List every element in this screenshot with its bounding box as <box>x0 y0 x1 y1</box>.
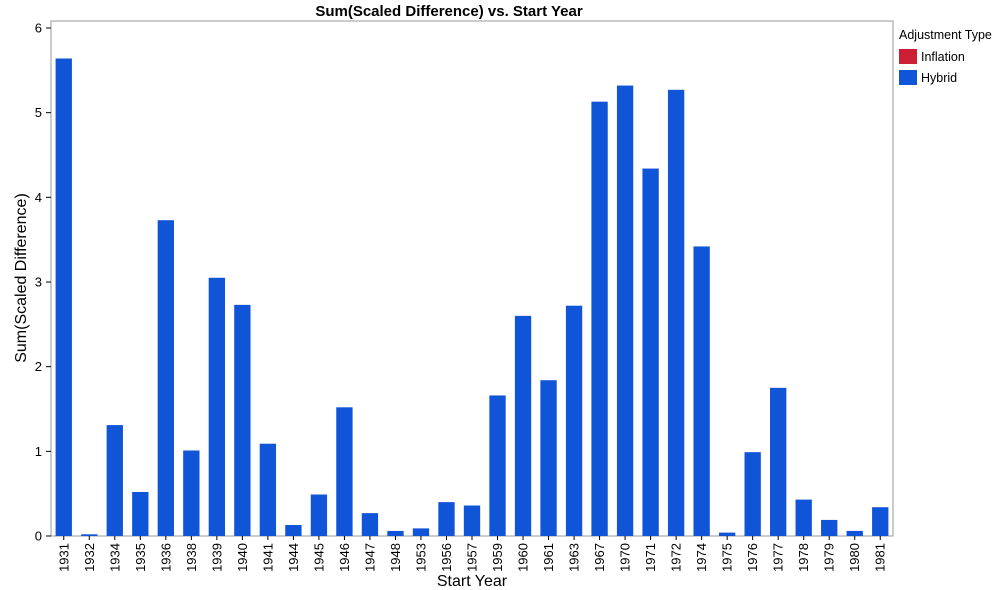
x-tick-label: 1956 <box>439 543 454 572</box>
x-tick-label: 1941 <box>260 543 275 572</box>
bar-1981 <box>872 507 889 536</box>
x-tick-label: 1946 <box>337 543 352 572</box>
x-axis-label: Start Year <box>437 573 508 590</box>
bar-1947 <box>361 513 379 536</box>
bar-1932 <box>81 534 98 536</box>
y-tick-label: 3 <box>35 275 42 290</box>
bars <box>55 58 889 536</box>
y-axis-label: Sum(Scaled Difference) <box>13 193 30 363</box>
bar-1946 <box>336 407 353 536</box>
x-tick-label: 1959 <box>490 543 505 572</box>
x-tick-label: 1960 <box>516 543 531 572</box>
bar-1957 <box>463 505 481 536</box>
bar-1938 <box>183 450 200 536</box>
bar-1967 <box>591 101 608 536</box>
bar-1978 <box>795 499 812 536</box>
plot-frame <box>50 20 894 537</box>
bar-1944 <box>285 524 302 536</box>
legend-title: Adjustment Type <box>899 28 992 42</box>
x-tick-label: 1934 <box>107 543 122 572</box>
bar-1941 <box>259 443 277 536</box>
bar-1940 <box>234 304 251 536</box>
bar-1945 <box>310 494 328 536</box>
y-axis: 0 1 2 3 4 5 6 <box>35 21 51 544</box>
x-tick-label: 1931 <box>56 543 71 572</box>
x-tick-label: 1971 <box>643 543 658 572</box>
x-tick-label: 1967 <box>592 543 607 572</box>
x-tick-label: 1957 <box>465 543 480 572</box>
legend-label-inflation: Inflation <box>921 50 965 64</box>
bar-1959 <box>489 395 506 536</box>
y-tick-label: 5 <box>35 105 42 120</box>
bar-1948 <box>387 530 404 536</box>
legend-label-hybrid: Hybrid <box>921 71 957 85</box>
x-tick-label: 1932 <box>82 543 97 572</box>
bar-1975 <box>718 532 736 536</box>
x-tick-label: 1978 <box>796 543 811 572</box>
x-tick-label: 1975 <box>720 543 735 572</box>
x-axis: 1931 1932 1934 1935 1936 1938 1939 1940 1941 1944… <box>56 536 888 572</box>
x-tick-label: 1970 <box>618 543 633 572</box>
x-tick-label: 1944 <box>286 543 301 572</box>
bar-1956 <box>438 502 455 536</box>
legend-swatch-hybrid <box>899 70 917 85</box>
y-tick-label: 4 <box>35 190 42 205</box>
bar-1960 <box>514 315 532 536</box>
x-tick-label: 1938 <box>184 543 199 572</box>
bar-1980 <box>846 530 863 536</box>
x-tick-label: 1981 <box>873 543 888 572</box>
bar-1931 <box>55 58 72 536</box>
bar-1936 <box>157 220 174 536</box>
bar-1977 <box>770 387 787 536</box>
x-tick-label: 1936 <box>158 543 173 572</box>
x-tick-label: 1963 <box>567 543 582 572</box>
bar-1963 <box>565 305 583 536</box>
y-tick-label: 0 <box>35 529 42 544</box>
x-tick-label: 1935 <box>133 543 148 572</box>
bar-1934 <box>106 425 123 536</box>
bar-1976 <box>744 452 761 536</box>
bar-1974 <box>693 246 710 536</box>
bar-1971 <box>642 168 659 536</box>
bar-1953 <box>412 528 430 536</box>
bar-1979 <box>821 519 838 536</box>
x-tick-label: 1947 <box>362 543 377 572</box>
x-tick-label: 1948 <box>388 543 403 572</box>
legend-swatch-inflation <box>899 49 917 64</box>
x-tick-label: 1980 <box>847 543 862 572</box>
bar-1972 <box>667 89 685 536</box>
bar-1970 <box>616 85 634 536</box>
bar-1939 <box>208 277 226 536</box>
x-tick-label: 1961 <box>541 543 556 572</box>
x-tick-label: 1974 <box>694 543 709 572</box>
x-tick-label: 1953 <box>413 543 428 572</box>
x-tick-label: 1972 <box>669 543 684 572</box>
legend: Adjustment Type Inflation Hybrid <box>899 28 992 85</box>
x-tick-label: 1976 <box>745 543 760 572</box>
chart-title: Sum(Scaled Difference) vs. Start Year <box>315 3 583 20</box>
bar-1935 <box>132 491 149 536</box>
bar-1961 <box>540 380 557 536</box>
y-tick-label: 2 <box>35 359 42 374</box>
y-tick-label: 6 <box>35 21 42 36</box>
y-tick-label: 1 <box>35 444 42 459</box>
x-tick-label: 1979 <box>822 543 837 572</box>
x-tick-label: 1939 <box>209 543 224 572</box>
x-tick-label: 1945 <box>311 543 326 572</box>
x-tick-label: 1977 <box>771 543 786 572</box>
x-tick-label: 1940 <box>235 543 250 572</box>
